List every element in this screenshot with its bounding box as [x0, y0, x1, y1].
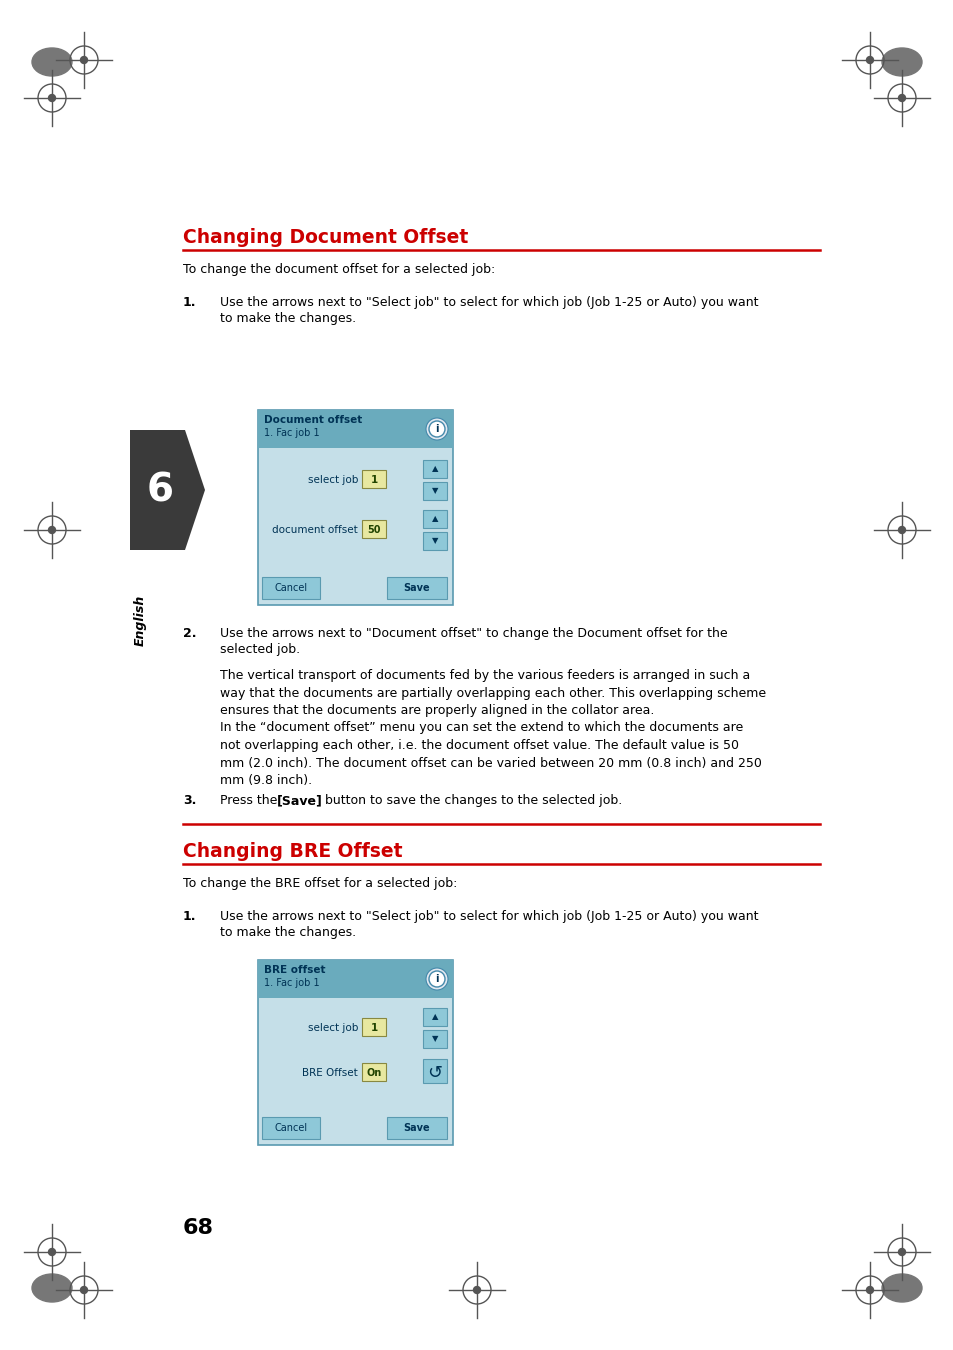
Text: 1: 1	[370, 1023, 377, 1033]
Text: On: On	[366, 1068, 381, 1079]
Text: 1. Fac job 1: 1. Fac job 1	[264, 428, 319, 437]
Text: ▲: ▲	[432, 514, 437, 524]
Text: Changing BRE Offset: Changing BRE Offset	[183, 842, 402, 861]
FancyBboxPatch shape	[422, 1058, 447, 1083]
Text: To change the document offset for a selected job:: To change the document offset for a sele…	[183, 263, 495, 275]
FancyBboxPatch shape	[257, 410, 453, 605]
Text: BRE Offset: BRE Offset	[302, 1068, 357, 1079]
FancyBboxPatch shape	[262, 576, 319, 599]
Text: English: English	[133, 594, 147, 645]
Circle shape	[426, 418, 448, 440]
FancyBboxPatch shape	[257, 410, 453, 448]
Text: select job: select job	[307, 1023, 357, 1033]
Circle shape	[473, 1287, 480, 1293]
Text: document offset: document offset	[272, 525, 357, 535]
Circle shape	[49, 1249, 55, 1256]
FancyBboxPatch shape	[361, 520, 386, 539]
Ellipse shape	[32, 1274, 71, 1301]
Circle shape	[429, 421, 444, 437]
Text: ▼: ▼	[432, 1034, 437, 1044]
Text: BRE offset: BRE offset	[264, 965, 325, 975]
Circle shape	[429, 971, 444, 987]
Circle shape	[898, 95, 904, 101]
Text: to make the changes.: to make the changes.	[220, 926, 355, 940]
Text: Cancel: Cancel	[274, 583, 307, 593]
Text: ▲: ▲	[432, 1012, 437, 1022]
Text: Use the arrows next to "Select job" to select for which job (Job 1-25 or Auto) y: Use the arrows next to "Select job" to s…	[220, 296, 758, 309]
FancyBboxPatch shape	[257, 960, 453, 998]
FancyBboxPatch shape	[422, 1008, 447, 1026]
Polygon shape	[130, 431, 205, 549]
Text: select job: select job	[307, 475, 357, 485]
Ellipse shape	[32, 49, 71, 76]
FancyBboxPatch shape	[262, 1116, 319, 1139]
Text: 2.: 2.	[183, 626, 196, 640]
FancyBboxPatch shape	[387, 576, 447, 599]
Text: To change the BRE offset for a selected job:: To change the BRE offset for a selected …	[183, 878, 456, 890]
FancyBboxPatch shape	[422, 460, 447, 478]
Text: 1.: 1.	[183, 296, 196, 309]
Circle shape	[426, 968, 448, 990]
Circle shape	[898, 526, 904, 533]
FancyBboxPatch shape	[422, 532, 447, 549]
Text: i: i	[435, 424, 438, 433]
Text: selected job.: selected job.	[220, 643, 300, 656]
Text: 1: 1	[370, 475, 377, 485]
Circle shape	[898, 1249, 904, 1256]
Circle shape	[49, 95, 55, 101]
Circle shape	[865, 57, 873, 63]
Text: [Save]: [Save]	[276, 794, 322, 807]
Text: 1.: 1.	[183, 910, 196, 923]
FancyBboxPatch shape	[422, 1030, 447, 1048]
Circle shape	[80, 1287, 88, 1293]
Text: The vertical transport of documents fed by the various feeders is arranged in su: The vertical transport of documents fed …	[220, 670, 765, 787]
Text: ▲: ▲	[432, 464, 437, 474]
Text: ▼: ▼	[432, 486, 437, 495]
FancyBboxPatch shape	[422, 510, 447, 528]
Text: Cancel: Cancel	[274, 1123, 307, 1133]
Text: Press the: Press the	[220, 794, 281, 807]
Text: ▼: ▼	[432, 536, 437, 545]
FancyBboxPatch shape	[361, 1062, 386, 1081]
Text: Document offset: Document offset	[264, 414, 362, 425]
Text: to make the changes.: to make the changes.	[220, 312, 355, 325]
Text: Use the arrows next to "Select job" to select for which job (Job 1-25 or Auto) y: Use the arrows next to "Select job" to s…	[220, 910, 758, 923]
FancyBboxPatch shape	[422, 482, 447, 500]
Circle shape	[49, 526, 55, 533]
Text: 3.: 3.	[183, 794, 196, 807]
FancyBboxPatch shape	[257, 960, 453, 1145]
Text: Use the arrows next to "Document offset" to change the Document offset for the: Use the arrows next to "Document offset"…	[220, 626, 727, 640]
FancyBboxPatch shape	[387, 1116, 447, 1139]
Circle shape	[865, 1287, 873, 1293]
Text: 1. Fac job 1: 1. Fac job 1	[264, 977, 319, 988]
Ellipse shape	[882, 1274, 921, 1301]
Text: 68: 68	[183, 1218, 213, 1238]
Text: button to save the changes to the selected job.: button to save the changes to the select…	[320, 794, 621, 807]
Text: 6: 6	[147, 471, 173, 509]
Text: Changing Document Offset: Changing Document Offset	[183, 228, 468, 247]
Text: i: i	[435, 973, 438, 984]
FancyBboxPatch shape	[361, 470, 386, 487]
Text: Save: Save	[403, 1123, 430, 1133]
FancyBboxPatch shape	[361, 1018, 386, 1035]
Text: Save: Save	[403, 583, 430, 593]
Text: 50: 50	[367, 525, 380, 535]
Ellipse shape	[882, 49, 921, 76]
Text: ↺: ↺	[427, 1064, 442, 1081]
Circle shape	[80, 57, 88, 63]
